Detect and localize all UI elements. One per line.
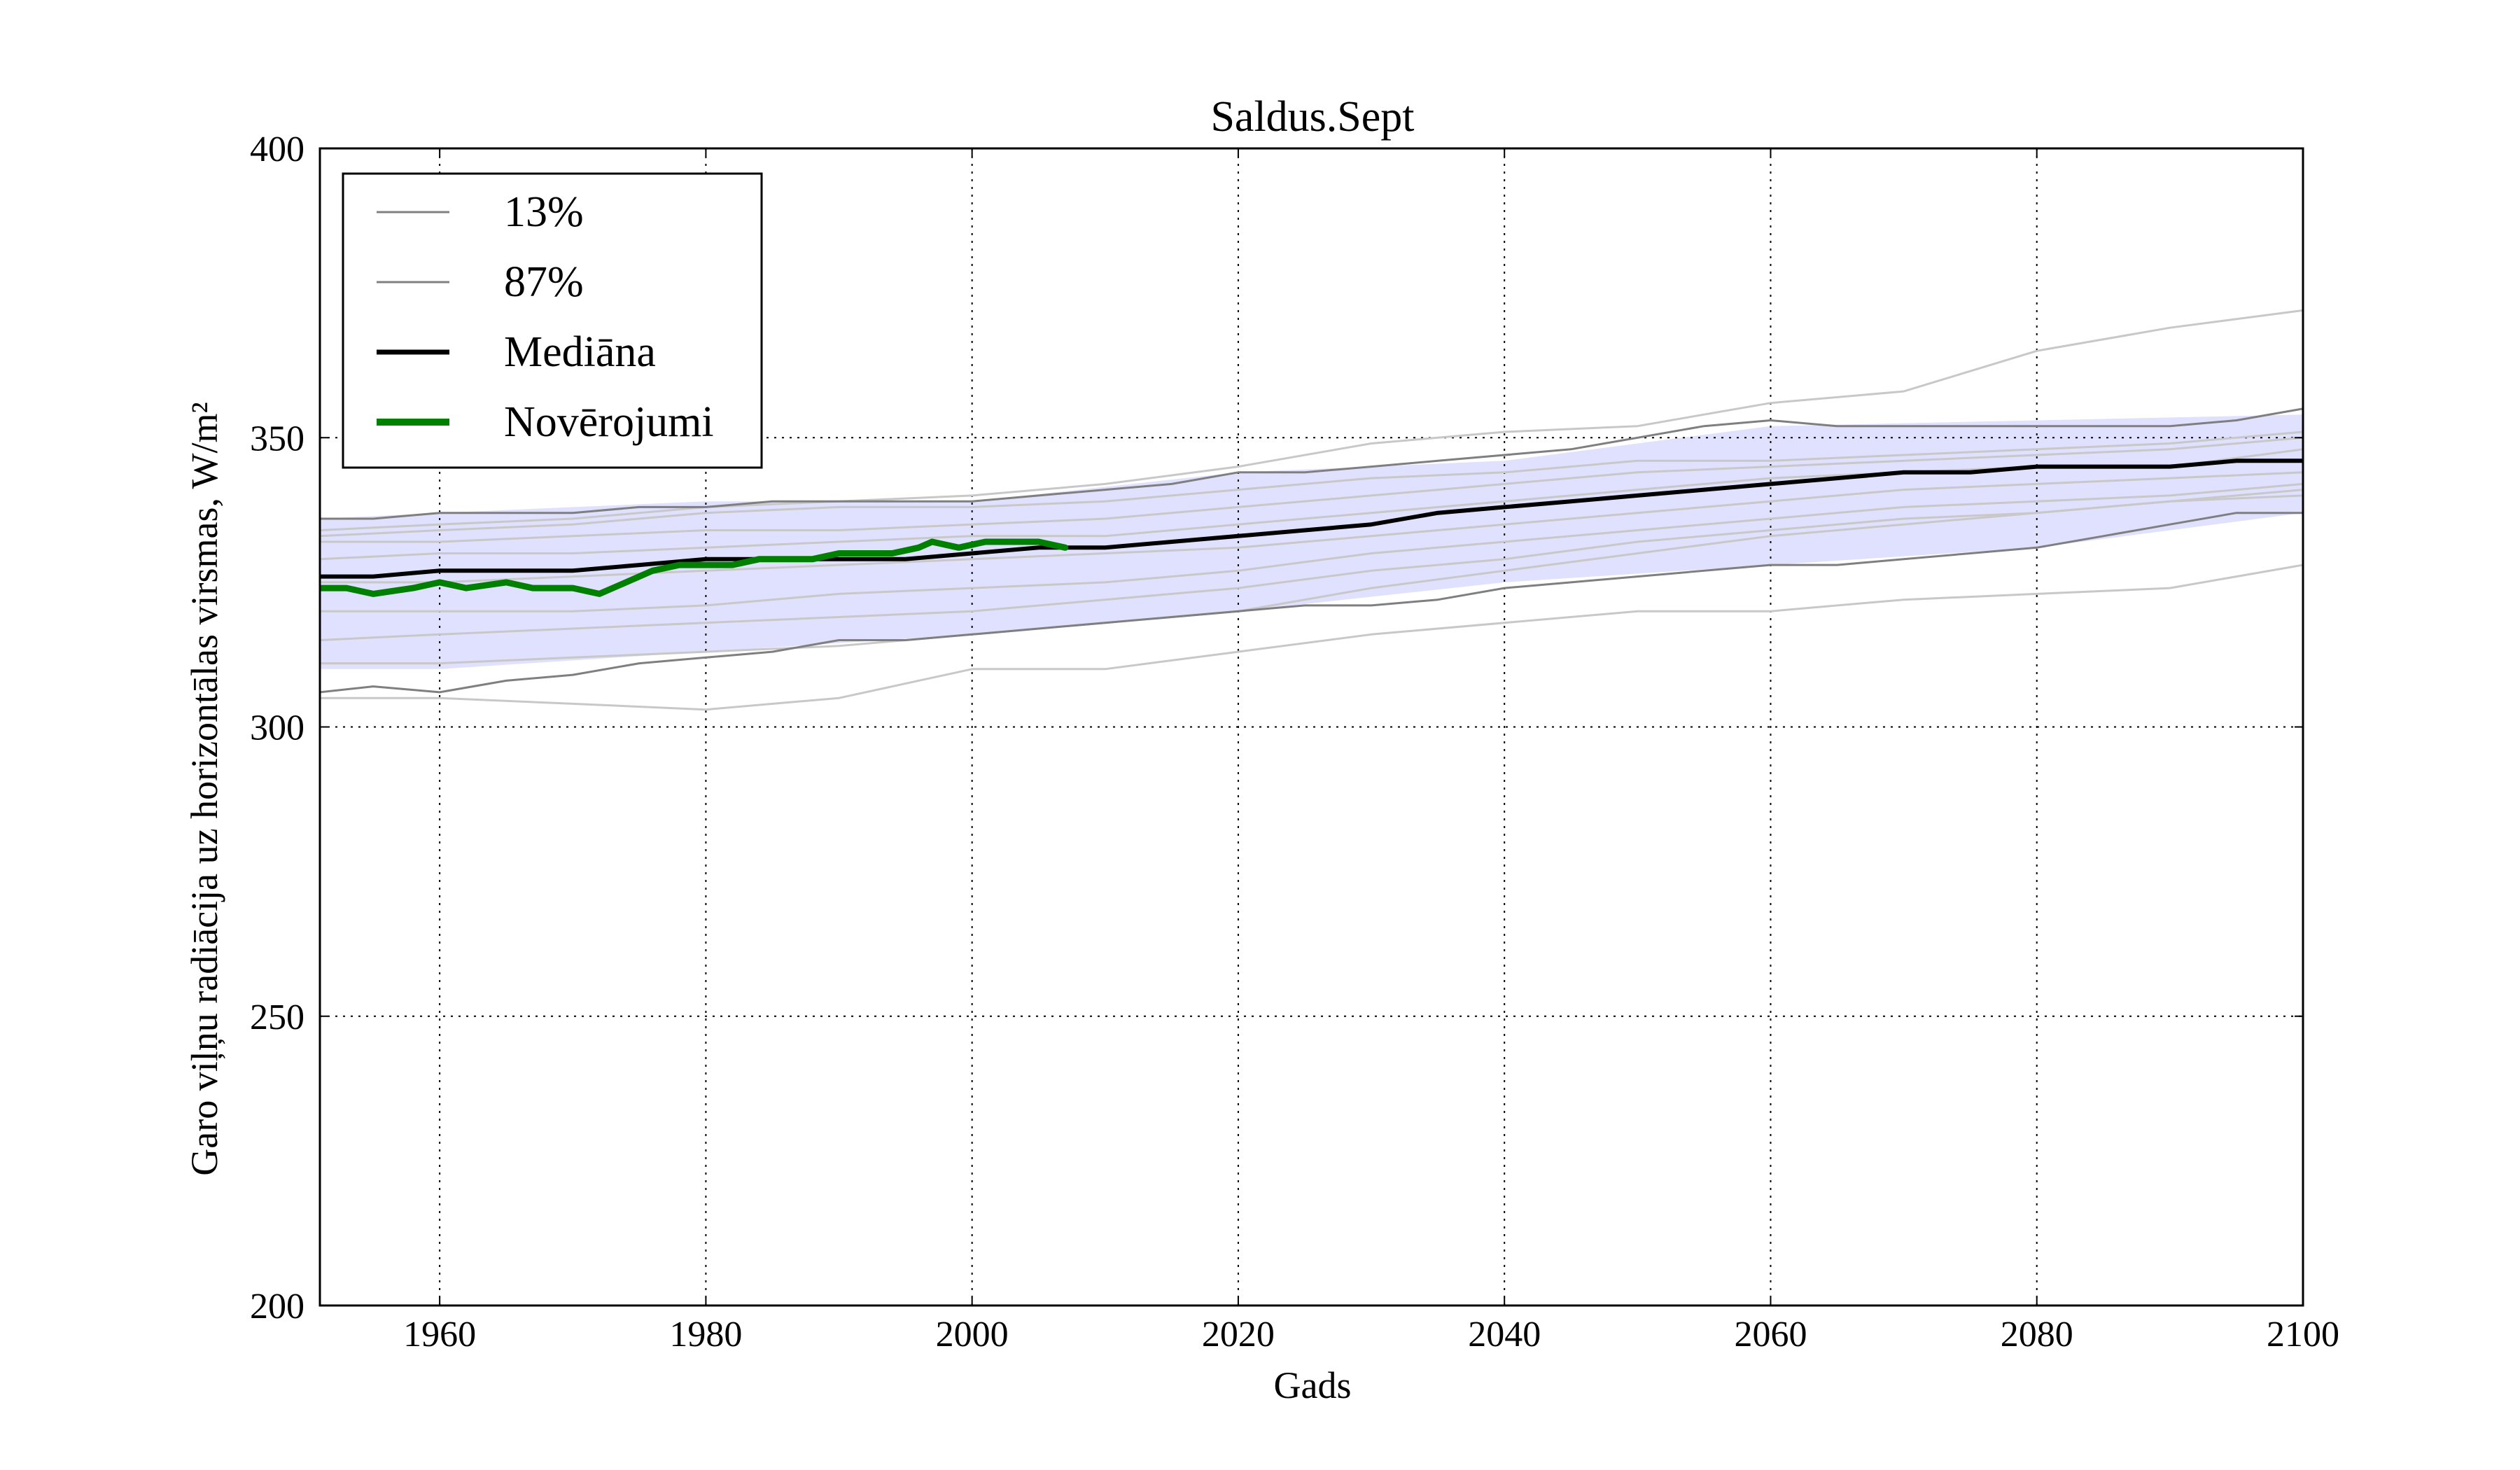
x-axis-label: Gads <box>1274 1364 1352 1406</box>
ensemble-member-line <box>320 564 2303 711</box>
y-axis-label: Garo viļņu radiācija uz horizontālas vir… <box>183 402 225 1175</box>
legend: 13% 87% Mediāna Novērojumi <box>342 172 763 469</box>
x-tick-label: 2100 <box>2267 1315 2339 1354</box>
ensemble-member-line <box>320 482 2303 612</box>
ensemble-member-line <box>320 309 2303 531</box>
legend-label: 13% <box>504 188 584 236</box>
y-tick-label: 400 <box>250 130 304 169</box>
plot-area: 1960 1980 2000 2020 2040 2060 2080 2100 200 250 30… <box>250 130 2339 1354</box>
plot-content <box>320 148 2303 1306</box>
ensemble-member-line <box>320 494 2303 641</box>
legend-label: Mediāna <box>504 328 656 376</box>
ensemble-member-line <box>320 436 2303 543</box>
x-tick-label: 2000 <box>936 1315 1009 1354</box>
x-tick-label: 2060 <box>1734 1315 1807 1354</box>
ensemble-member-line <box>320 489 2303 665</box>
series-line-87- <box>320 407 2303 520</box>
x-tick-label: 1960 <box>403 1315 476 1354</box>
x-tick-label: 2080 <box>2001 1315 2073 1354</box>
chart-title: Saldus.Sept <box>1210 93 1414 141</box>
y-tick-label: 200 <box>250 1287 304 1326</box>
series-line-13- <box>320 512 2303 694</box>
x-tick-label: 2020 <box>1202 1315 1275 1354</box>
series-line-medi-na <box>320 458 2303 579</box>
x-tick-label: 2040 <box>1468 1315 1541 1354</box>
y-tick-label: 300 <box>250 708 304 748</box>
legend-label: 87% <box>504 258 584 306</box>
ensemble-member-line <box>320 448 2303 561</box>
y-tick-label: 250 <box>250 997 304 1037</box>
series-line-nov-rojumi <box>320 538 1069 597</box>
legend-label: Novērojumi <box>504 398 714 446</box>
ensemble-member-line <box>320 430 2303 538</box>
y-tick-label: 350 <box>250 419 304 458</box>
x-tick-label: 1980 <box>669 1315 742 1354</box>
